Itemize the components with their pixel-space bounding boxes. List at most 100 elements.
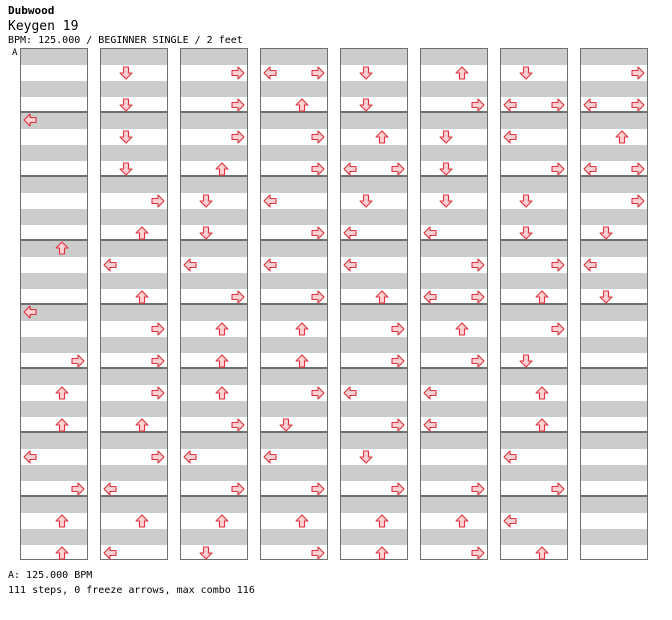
down-arrow-icon (439, 130, 453, 144)
beat-stripe (181, 209, 247, 225)
down-arrow-icon (519, 194, 533, 208)
right-arrow-icon (71, 354, 85, 368)
measure (340, 240, 408, 304)
right-arrow-icon (551, 482, 565, 496)
beat-stripe (421, 433, 487, 449)
beat-stripe (421, 497, 487, 513)
right-arrow-icon (551, 258, 565, 272)
right-arrow-icon (311, 226, 325, 240)
right-arrow-icon (471, 258, 485, 272)
beat-stripe (181, 113, 247, 129)
measure (20, 112, 88, 176)
measure (20, 432, 88, 496)
beat-stripe (341, 113, 407, 129)
beat-stripe (261, 113, 327, 129)
measure (500, 496, 568, 560)
beat-stripe (581, 209, 647, 225)
beat-stripe (261, 337, 327, 353)
beat-stripe (581, 401, 647, 417)
up-arrow-icon (135, 418, 149, 432)
measure (500, 368, 568, 432)
right-arrow-icon (151, 386, 165, 400)
beat-stripe (501, 497, 567, 513)
measure (420, 240, 488, 304)
beat-stripe (101, 497, 167, 513)
beat-stripe (21, 81, 87, 97)
right-arrow-icon (391, 322, 405, 336)
beat-stripe (261, 145, 327, 161)
right-arrow-icon (151, 354, 165, 368)
measure (20, 304, 88, 368)
beat-stripe (181, 465, 247, 481)
measure (500, 240, 568, 304)
beat-stripe (501, 209, 567, 225)
measure (260, 112, 328, 176)
beat-stripe (261, 465, 327, 481)
measure (100, 304, 168, 368)
beat-stripe (181, 177, 247, 193)
up-arrow-icon (135, 226, 149, 240)
beat-stripe (341, 49, 407, 65)
beat-stripe (421, 337, 487, 353)
up-arrow-icon (455, 514, 469, 528)
right-arrow-icon (311, 130, 325, 144)
right-arrow-icon (311, 482, 325, 496)
left-arrow-icon (263, 258, 277, 272)
beat-stripe (261, 529, 327, 545)
beat-stripe (21, 497, 87, 513)
right-arrow-icon (231, 66, 245, 80)
beat-stripe (501, 433, 567, 449)
up-arrow-icon (55, 241, 69, 255)
measure (180, 304, 248, 368)
beat-stripe (501, 273, 567, 289)
measure (340, 176, 408, 240)
beat-stripe (581, 241, 647, 257)
beat-stripe (421, 305, 487, 321)
measure (420, 496, 488, 560)
down-arrow-icon (439, 162, 453, 176)
right-arrow-icon (551, 98, 565, 112)
up-arrow-icon (375, 546, 389, 560)
beat-stripe (21, 465, 87, 481)
beat-stripe (341, 305, 407, 321)
beat-stripe (501, 529, 567, 545)
measure (420, 112, 488, 176)
right-arrow-icon (311, 162, 325, 176)
measure (580, 48, 648, 112)
left-arrow-icon (23, 305, 37, 319)
beat-stripe (21, 241, 87, 257)
beat-stripe (21, 177, 87, 193)
beat-stripe (341, 465, 407, 481)
beat-stripe (581, 465, 647, 481)
song-artist: Dubwood (8, 4, 55, 17)
left-arrow-icon (343, 162, 357, 176)
down-arrow-icon (359, 194, 373, 208)
measure (340, 368, 408, 432)
beat-stripe (21, 209, 87, 225)
left-arrow-icon (263, 450, 277, 464)
beat-stripe (101, 465, 167, 481)
beat-stripe (21, 145, 87, 161)
beat-stripe (101, 177, 167, 193)
measure (100, 48, 168, 112)
right-arrow-icon (631, 98, 645, 112)
measure (260, 304, 328, 368)
up-arrow-icon (615, 130, 629, 144)
right-arrow-icon (391, 162, 405, 176)
song-title: Keygen 19 (8, 19, 79, 34)
beat-stripe (581, 273, 647, 289)
right-arrow-icon (391, 418, 405, 432)
measure (100, 496, 168, 560)
up-arrow-icon (295, 322, 309, 336)
beat-stripe (341, 497, 407, 513)
right-arrow-icon (311, 546, 325, 560)
beat-stripe (21, 305, 87, 321)
right-arrow-icon (471, 354, 485, 368)
beat-stripe (581, 305, 647, 321)
beat-stripe (21, 433, 87, 449)
beat-stripe (501, 241, 567, 257)
right-arrow-icon (151, 322, 165, 336)
beat-stripe (181, 81, 247, 97)
beat-stripe (181, 497, 247, 513)
